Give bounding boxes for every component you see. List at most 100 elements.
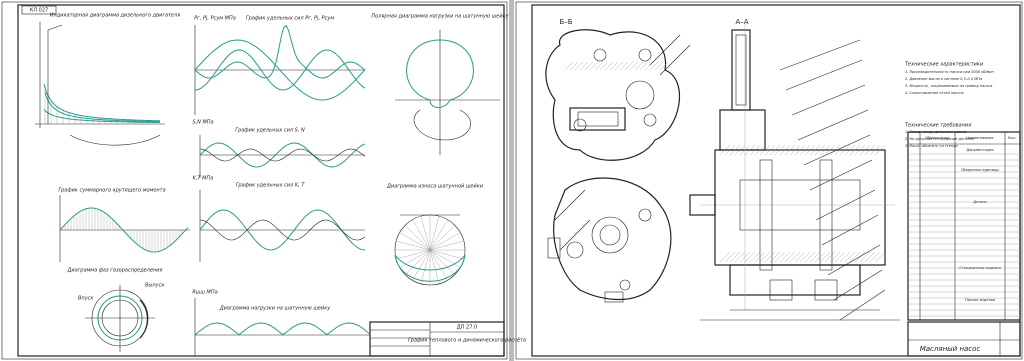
shape bbox=[689, 194, 716, 216]
line bbox=[429, 225, 455, 251]
circle bbox=[593, 48, 607, 62]
line bbox=[784, 144, 796, 156]
line bbox=[396, 240, 431, 251]
line bbox=[554, 189, 586, 221]
line bbox=[719, 144, 731, 156]
drawing-line bbox=[17, 4, 505, 357]
circle bbox=[638, 208, 652, 222]
line bbox=[629, 61, 639, 71]
line bbox=[799, 144, 811, 156]
line bbox=[821, 214, 879, 246]
curve bbox=[199, 209, 366, 251]
curve bbox=[194, 49, 366, 91]
line bbox=[634, 61, 644, 71]
line bbox=[729, 144, 741, 156]
label: График суммарного крутящего момента bbox=[58, 188, 165, 194]
curve bbox=[43, 109, 161, 123]
line bbox=[819, 144, 831, 156]
line bbox=[785, 59, 863, 91]
label: График удельных сил K, T bbox=[236, 183, 306, 189]
circle bbox=[643, 113, 657, 127]
line bbox=[589, 61, 599, 71]
curve bbox=[194, 25, 366, 79]
body bbox=[545, 29, 680, 161]
line bbox=[774, 251, 786, 263]
line bbox=[47, 24, 63, 31]
line bbox=[579, 61, 589, 71]
line bbox=[429, 232, 461, 251]
line bbox=[609, 61, 619, 71]
line bbox=[559, 219, 591, 251]
line bbox=[429, 240, 464, 251]
curve bbox=[194, 39, 366, 101]
body bbox=[553, 177, 672, 301]
line bbox=[844, 251, 856, 263]
label: Впуск bbox=[78, 296, 93, 302]
shape bbox=[814, 279, 838, 301]
label: Полярная диаграмма нагрузки на шатунную … bbox=[371, 14, 509, 20]
line bbox=[614, 61, 624, 71]
line bbox=[799, 251, 811, 263]
label: Документация bbox=[966, 148, 993, 152]
line bbox=[815, 189, 876, 221]
label: Диаграмма фаз газораспределения bbox=[66, 268, 162, 274]
circle bbox=[573, 118, 587, 132]
line bbox=[624, 61, 634, 71]
shape bbox=[759, 159, 773, 271]
drawing-line bbox=[515, 1, 1023, 360]
line bbox=[827, 244, 881, 276]
note: 3. Мощность, затрачиваемая на привод нас… bbox=[905, 84, 992, 88]
line bbox=[779, 251, 791, 263]
curve bbox=[44, 92, 160, 123]
label: Технические требования bbox=[905, 123, 971, 129]
line bbox=[779, 39, 861, 71]
line bbox=[599, 61, 609, 71]
line bbox=[649, 34, 681, 66]
polar bbox=[406, 39, 474, 108]
arc bbox=[69, 134, 161, 146]
circle bbox=[625, 80, 655, 110]
line bbox=[869, 251, 881, 263]
shape bbox=[569, 107, 626, 131]
drawing-line bbox=[907, 321, 1021, 357]
circle bbox=[566, 241, 584, 259]
drawing-line bbox=[369, 321, 505, 357]
shape bbox=[729, 264, 861, 296]
line bbox=[412, 219, 431, 251]
line bbox=[804, 144, 816, 156]
label: Диаграмма износа шатунной шейки bbox=[386, 184, 484, 190]
note: 2. Давление масла в системе 0,3–0,5 МПа bbox=[905, 77, 982, 81]
line bbox=[654, 61, 664, 71]
line bbox=[412, 249, 431, 281]
label: Индикаторная диаграмма дизельного двигат… bbox=[50, 13, 180, 19]
line bbox=[749, 144, 761, 156]
line bbox=[814, 251, 826, 263]
polar bbox=[413, 109, 471, 141]
curve bbox=[199, 148, 366, 162]
line bbox=[429, 219, 448, 251]
circle bbox=[619, 279, 631, 291]
line bbox=[574, 61, 584, 71]
note: 3. Насос обкатать на стенде bbox=[905, 144, 958, 148]
line bbox=[779, 144, 791, 156]
shape bbox=[547, 237, 561, 259]
line bbox=[824, 144, 836, 156]
curve bbox=[199, 219, 366, 241]
line bbox=[399, 249, 431, 268]
line bbox=[789, 251, 801, 263]
label: Выпуск bbox=[145, 283, 164, 289]
line bbox=[764, 144, 776, 156]
arc bbox=[139, 299, 149, 339]
line bbox=[396, 249, 431, 260]
line bbox=[744, 251, 756, 263]
line bbox=[864, 144, 876, 156]
shape bbox=[735, 34, 747, 106]
note: 2. Не допускается заедание деталей bbox=[905, 137, 974, 141]
line bbox=[754, 144, 766, 156]
line bbox=[803, 134, 871, 166]
line bbox=[839, 289, 886, 321]
shape bbox=[769, 279, 793, 301]
drawing-line bbox=[1, 1, 508, 360]
